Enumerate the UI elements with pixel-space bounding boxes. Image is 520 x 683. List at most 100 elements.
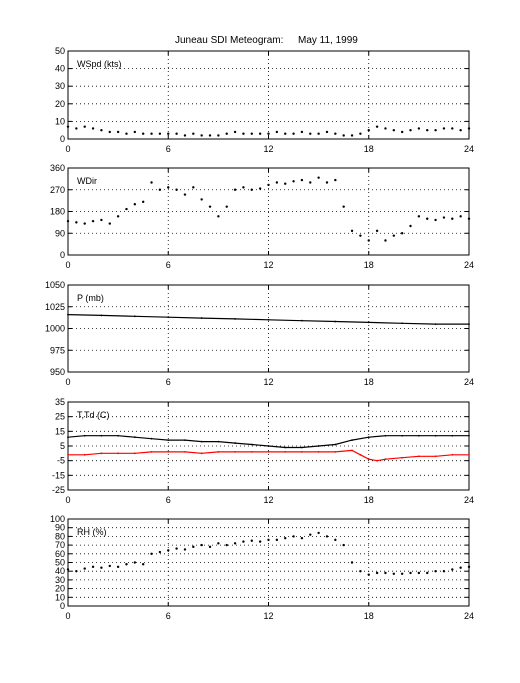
wspd-ytick-label: 40: [55, 64, 65, 74]
pressure-ytick-label: 975: [50, 345, 65, 355]
rh-series-0-point: [392, 572, 396, 576]
rh-series-0-point: [200, 543, 203, 547]
rh-series-0-point: [225, 543, 228, 547]
rh-series-0-point: [91, 565, 95, 569]
rh-series-0-point: [350, 561, 354, 564]
wdir-series-0-point: [233, 188, 237, 191]
temperature-series-1-point: [301, 450, 303, 453]
wdir-series-0-point: [309, 181, 312, 184]
temperature-series-1-point: [351, 449, 353, 452]
wdir-series-0-point: [434, 218, 437, 222]
wdir-series-0-point: [91, 219, 95, 223]
temperature-series-1-point: [401, 456, 404, 459]
rh-series-0-point: [375, 571, 379, 575]
wspd-series-0-point: [158, 132, 162, 135]
wspd-series-0-point: [233, 130, 237, 134]
rh-series-0-point: [108, 564, 111, 568]
pressure-series-0-point: [434, 323, 437, 326]
rh-series-0-point: [183, 548, 187, 551]
wspd-series-0-point: [192, 132, 195, 135]
temperature-series-1-point: [451, 453, 454, 456]
temperature-series-0-point: [67, 436, 69, 439]
temperature-series-1-point: [67, 453, 69, 456]
panel-temperature: 0 6 12 18 24 -25 -15 -5 5 15 25 35 T,Td (C): [52, 397, 474, 505]
rh-ytick-label: 10: [55, 592, 65, 602]
temperature-ytick-label: -5: [57, 456, 65, 466]
temperature-series-1-point: [384, 458, 387, 461]
rh-ytick-label: 0: [60, 601, 65, 611]
rh-series-0-point: [467, 565, 471, 569]
wdir-xtick-label: 24: [464, 260, 474, 270]
rh-series-0-point: [284, 536, 287, 540]
wdir-ytick-label: 180: [50, 207, 65, 217]
temperature-series-0-point: [351, 439, 353, 442]
rh-series-0-point: [426, 571, 429, 575]
wdir-series-0-point: [183, 193, 187, 196]
temperature-series-1-point: [317, 450, 320, 453]
wdir-ytick-label: 270: [50, 185, 65, 195]
wdir-series-0-point: [451, 217, 454, 220]
rh-series-0-point: [384, 571, 387, 575]
temperature-series-0-point: [417, 434, 420, 437]
rh-series-0-point: [242, 540, 245, 543]
wdir-series-0-point: [442, 216, 446, 219]
rh-series-0-point: [409, 571, 412, 575]
rh-series-0-point: [417, 571, 421, 575]
pressure-series-0-point: [167, 316, 170, 319]
wspd-series-0-point: [91, 127, 95, 130]
wspd-series-0-point: [467, 127, 471, 130]
rh-xtick-label: 12: [263, 611, 273, 621]
rh-series-0-point: [208, 545, 212, 549]
wspd-ytick-label: 50: [55, 46, 65, 56]
rh-series-0-point: [451, 568, 454, 571]
pressure-xtick-label: 0: [65, 377, 70, 387]
temperature-series-0-point: [334, 443, 337, 446]
temperature-series-1-point: [167, 450, 170, 453]
wspd-series-0-point: [442, 127, 446, 130]
temperature-ytick-label: -25: [52, 485, 65, 495]
wspd-series-0-point: [125, 132, 128, 135]
rh-xtick-label: 0: [65, 611, 70, 621]
wspd-xtick-label: 6: [166, 144, 171, 154]
temperature-series-1-point: [100, 452, 103, 455]
temperature-series-0-point: [451, 434, 454, 437]
temperature-series-0-point: [117, 434, 120, 437]
wdir-series-0-point: [217, 215, 220, 218]
wspd-series-0-point: [367, 129, 370, 132]
panel-wdir: 0 6 12 18 24 0 90 180 270 360 WDir: [50, 163, 474, 270]
temperature-series-1-point: [217, 450, 220, 453]
rh-series-0-point: [300, 536, 304, 540]
wdir-series-0-point: [66, 219, 70, 223]
wspd-series-0-point: [258, 132, 262, 135]
pressure-series-0-point: [468, 323, 470, 326]
temperature-series-0-point: [434, 434, 437, 437]
wspd-series-0-point: [375, 125, 379, 128]
rh-ytick-label: 70: [55, 540, 65, 550]
pressure-series-0-point: [200, 317, 203, 319]
wdir-series-0-point: [300, 178, 304, 182]
temperature-series-0-point: [250, 443, 253, 446]
wspd-series-0-point: [133, 130, 137, 134]
temperature-series-0-point: [234, 442, 236, 444]
wspd-series-0-point: [217, 134, 220, 137]
wdir-series-0-point: [459, 215, 462, 218]
temperature-series-0-point: [150, 437, 153, 440]
rh-series-0-point: [233, 542, 237, 545]
wspd-series-0-point: [250, 132, 253, 135]
wspd-series-0-point: [242, 132, 245, 135]
rh-xtick-label: 18: [364, 611, 374, 621]
wdir-series-0-point: [292, 180, 295, 183]
wspd-series-0-point: [116, 130, 120, 134]
temperature-series-0-point: [317, 445, 320, 447]
temperature-series-1-point: [417, 455, 420, 458]
wspd-series-0-point: [384, 127, 387, 130]
wspd-series-0-point: [325, 130, 329, 134]
pressure-series-0-point: [367, 321, 370, 324]
wspd-series-0-point: [267, 132, 270, 135]
temperature-panel-label: T,Td (C): [77, 410, 110, 420]
pressure-series-0-point: [100, 314, 103, 317]
pressure-series-0-point: [133, 315, 136, 318]
pressure-ytick-label: 1025: [45, 302, 65, 312]
pressure-series-0-point: [301, 319, 303, 322]
